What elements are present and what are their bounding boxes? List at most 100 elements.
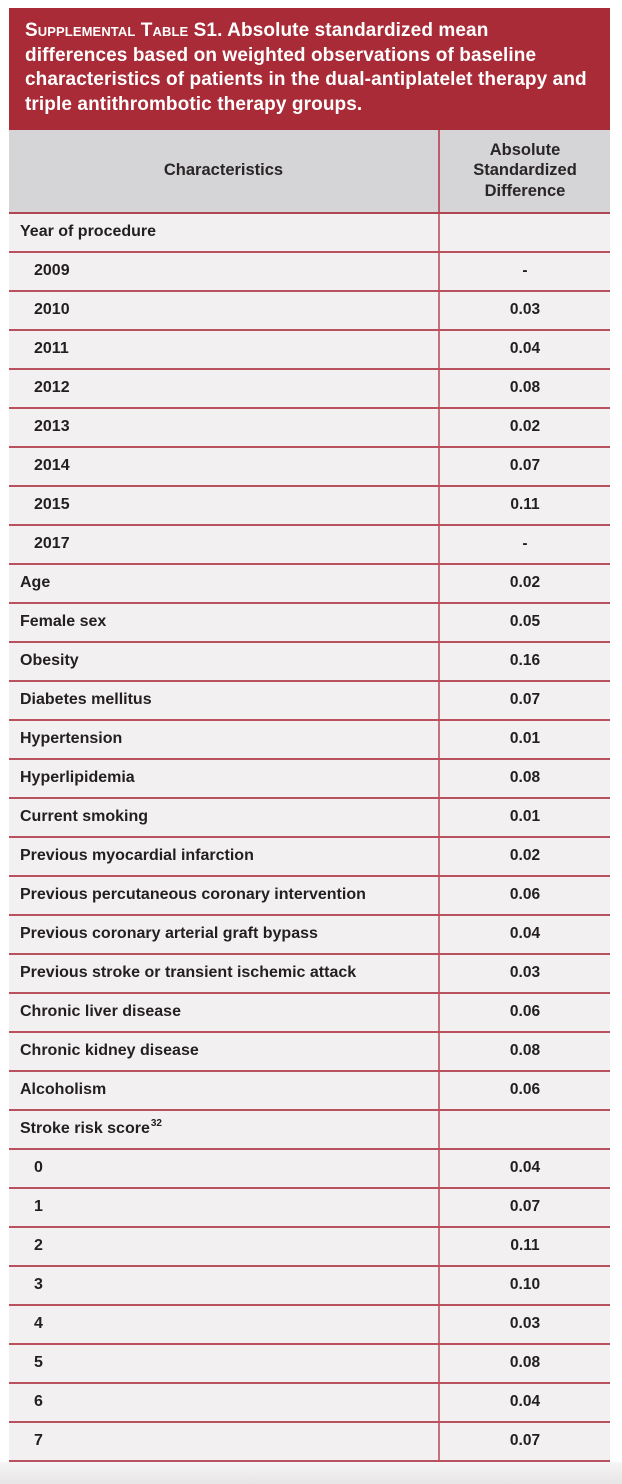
table-row: Diabetes mellitus 0.07	[9, 681, 610, 721]
row-label: Diabetes mellitus	[9, 681, 440, 719]
table-row: Previous coronary arterial graft bypass 0…	[9, 915, 610, 955]
row-value	[440, 214, 610, 251]
row-label: Year of procedure	[9, 213, 440, 251]
row-label: 0	[9, 1149, 440, 1187]
table-row: 7 0.07	[9, 1422, 610, 1462]
row-label: Previous stroke or transient ischemic at…	[9, 954, 440, 992]
row-label: Current smoking	[9, 798, 440, 836]
table-row: Year of procedure	[9, 213, 610, 253]
table-title-label: Supplemental Table S1.	[25, 20, 223, 41]
table-row: 2017 -	[9, 525, 610, 565]
row-value: 0.07	[509, 691, 541, 709]
row-label: Female sex	[9, 603, 440, 641]
table-row: Previous myocardial infarction 0.02	[9, 837, 610, 877]
row-label: 2012	[9, 369, 440, 407]
table-row: 4 0.03	[9, 1305, 610, 1345]
column-header-characteristics: Characteristics	[9, 129, 440, 212]
row-value: 0.16	[509, 652, 541, 670]
row-label: 4	[9, 1305, 440, 1343]
row-label: 2011	[9, 330, 440, 368]
row-label: Stroke risk score 32	[9, 1110, 440, 1148]
table-title-banner: Supplemental Table S1. Absolute standard…	[9, 8, 610, 130]
row-label: Hypertension	[9, 720, 440, 758]
table-row: Previous percutaneous coronary intervent…	[9, 876, 610, 916]
row-label: 2017	[9, 525, 440, 563]
row-label: 7	[9, 1422, 440, 1460]
row-label: 2	[9, 1227, 440, 1265]
row-value: -	[522, 535, 528, 553]
row-label: Obesity	[9, 642, 440, 680]
row-label: Chronic liver disease	[9, 993, 440, 1031]
row-value: 0.06	[509, 1003, 541, 1021]
row-label: Previous coronary arterial graft bypass	[9, 915, 440, 953]
row-label: 2009	[9, 252, 440, 290]
row-label: Alcoholism	[9, 1071, 440, 1109]
bottom-page-edge	[0, 1462, 622, 1484]
table-row: 5 0.08	[9, 1344, 610, 1384]
row-value: 0.01	[509, 808, 541, 826]
table-header-row: Characteristics Absolute Standardized Di…	[9, 129, 610, 214]
table-row: 1 0.07	[9, 1188, 610, 1228]
row-label: 2013	[9, 408, 440, 446]
table-row: 2014 0.07	[9, 447, 610, 487]
table-row: Hyperlipidemia 0.08	[9, 759, 610, 799]
row-value: 0.02	[509, 847, 541, 865]
row-value: 0.11	[510, 496, 540, 514]
table-row: Alcoholism 0.06	[9, 1071, 610, 1111]
table-row: Age 0.02	[9, 564, 610, 604]
row-label: Previous myocardial infarction	[9, 837, 440, 875]
row-value: 0.05	[509, 613, 541, 631]
row-label: 2015	[9, 486, 440, 524]
table-row: 3 0.10	[9, 1266, 610, 1306]
table-row: 2013 0.02	[9, 408, 610, 448]
row-value: 0.03	[509, 1315, 541, 1333]
column-header-absolute-standardized-difference: Absolute Standardized Difference	[473, 140, 577, 201]
row-label: Age	[9, 564, 440, 602]
row-value: 0.07	[509, 1198, 541, 1216]
row-value: 0.04	[509, 925, 541, 943]
table-row: 6 0.04	[9, 1383, 610, 1423]
row-value: 0.04	[509, 340, 541, 358]
table-row: 2009 -	[9, 252, 610, 292]
row-value: 0.07	[509, 457, 541, 475]
row-label: 2010	[9, 291, 440, 329]
row-value: 0.03	[509, 964, 541, 982]
row-label: 5	[9, 1344, 440, 1382]
table-title-text: Absolute standardized mean differences b…	[25, 20, 587, 116]
row-value: 0.07	[509, 1432, 541, 1450]
table-row: Hypertension 0.01	[9, 720, 610, 760]
row-value: 0.08	[509, 1042, 541, 1060]
table-row: 2012 0.08	[9, 369, 610, 409]
row-label: Chronic kidney disease	[9, 1032, 440, 1070]
row-value: 0.08	[509, 769, 541, 787]
table-row: Previous stroke or transient ischemic at…	[9, 954, 610, 994]
row-label: 2014	[9, 447, 440, 485]
row-value: 0.02	[509, 574, 541, 592]
row-value: 0.10	[509, 1276, 541, 1294]
row-value: 0.02	[509, 418, 541, 436]
row-value: 0.06	[509, 1081, 541, 1099]
table-row: 2011 0.04	[9, 330, 610, 370]
row-value: 0.01	[509, 730, 541, 748]
row-label: 3	[9, 1266, 440, 1304]
table-row: 2 0.11	[9, 1227, 610, 1267]
row-value: 0.11	[510, 1237, 540, 1255]
row-value: 0.04	[509, 1159, 541, 1177]
table-row: 2015 0.11	[9, 486, 610, 526]
row-value: 0.03	[509, 301, 541, 319]
table-row: Stroke risk score 32	[9, 1110, 610, 1150]
table-row: Chronic kidney disease 0.08	[9, 1032, 610, 1072]
table-row: Current smoking 0.01	[9, 798, 610, 838]
row-value: 0.08	[509, 379, 541, 397]
supplemental-table: Supplemental Table S1. Absolute standard…	[9, 8, 610, 1462]
row-value	[440, 1111, 610, 1148]
row-value: -	[522, 262, 528, 280]
row-label: 1	[9, 1188, 440, 1226]
table-row: 0 0.04	[9, 1149, 610, 1189]
table-row: Chronic liver disease 0.06	[9, 993, 610, 1033]
row-value: 0.04	[509, 1393, 541, 1411]
row-value: 0.08	[509, 1354, 541, 1372]
row-label: Previous percutaneous coronary intervent…	[9, 876, 440, 914]
row-value: 0.06	[509, 886, 541, 904]
